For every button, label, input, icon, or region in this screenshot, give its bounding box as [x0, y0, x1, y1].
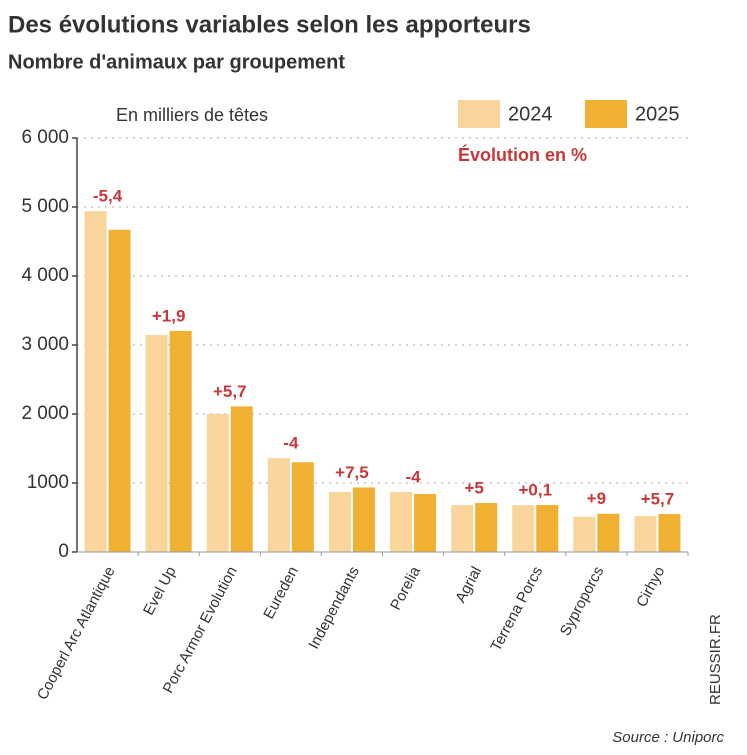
bar: [451, 505, 474, 552]
y-axis-label: En milliers de têtes: [116, 105, 268, 125]
chart-title: Des évolutions variables selon les appor…: [8, 11, 531, 38]
source: Source : Uniporc: [612, 729, 724, 746]
x-tick-label: Porelia: [387, 563, 424, 613]
y-tick-label: 3 000: [21, 334, 69, 355]
bar: [206, 414, 229, 552]
legend-swatch: [458, 100, 500, 128]
y-tick-label: 0: [58, 541, 69, 562]
change-label: +0,1: [518, 481, 552, 500]
x-tick-label: Eureden: [260, 564, 302, 622]
bar: [597, 513, 620, 552]
legend-label: 2025: [635, 103, 680, 125]
change-title: Évolution en %: [458, 144, 587, 165]
bar: [573, 516, 596, 552]
bar: [328, 491, 351, 552]
bar: [390, 491, 413, 552]
change-label: -4: [283, 434, 299, 453]
y-tick-label: 4 000: [21, 265, 69, 286]
x-tick-label: Independants: [305, 564, 363, 652]
x-tick-label: Evel Up: [140, 564, 180, 618]
y-tick-label: 5 000: [21, 196, 69, 217]
change-label: +5,7: [641, 490, 675, 509]
bar: [634, 516, 657, 552]
bar: [512, 505, 535, 552]
change-label: +7,5: [335, 463, 369, 482]
credit: REUSSIR.FR: [707, 614, 724, 705]
bar: [475, 503, 498, 552]
bar: [291, 462, 314, 552]
bar: [230, 406, 253, 552]
bar: [108, 229, 131, 552]
bar: [658, 514, 681, 552]
change-label: -5,4: [93, 187, 123, 206]
legend-swatch: [585, 100, 627, 128]
x-tick-label: Terrena Porcs: [487, 564, 546, 654]
x-tick-label: Cirhyo: [633, 564, 668, 610]
x-tick-label: Syproporcs: [557, 564, 608, 639]
change-label: +5: [464, 478, 483, 497]
bar: [267, 458, 290, 552]
change-label: +5,7: [213, 382, 247, 401]
bar: [145, 334, 168, 552]
x-tick-label: Agrial: [452, 564, 485, 606]
bar: [169, 330, 192, 552]
change-label: -4: [405, 467, 421, 486]
chart-subtitle: Nombre d'animaux par groupement: [8, 51, 345, 73]
y-tick-label: 2 000: [21, 403, 69, 424]
bar: [536, 505, 559, 552]
x-tick-label: Cooperl Arc Atlantique: [34, 564, 119, 703]
legend-label: 2024: [508, 103, 553, 125]
bar: [352, 487, 375, 552]
bar: [84, 211, 107, 552]
change-label: +9: [587, 489, 606, 508]
change-label: +1,9: [152, 306, 186, 325]
y-tick-label: 6 000: [21, 127, 69, 148]
y-tick-label: 1000: [27, 472, 69, 493]
bar: [414, 494, 437, 552]
